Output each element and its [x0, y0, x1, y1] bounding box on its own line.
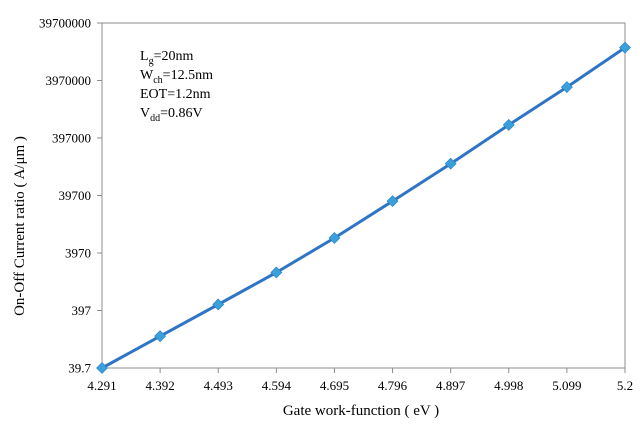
data-point-marker [328, 232, 341, 244]
y-tick-label: 39700000 [39, 16, 91, 31]
data-point-marker [560, 81, 573, 94]
x-tick-label: 4.998 [494, 378, 523, 393]
y-tick-label: 39700 [59, 188, 92, 203]
x-tick-label: 5.2 [617, 378, 633, 393]
data-point-marker [270, 266, 283, 279]
x-tick-label: 4.493 [204, 378, 233, 393]
annotation-line: Wch=12.5nm [140, 68, 213, 86]
x-tick-label: 4.897 [436, 378, 466, 393]
data-point-marker [212, 298, 225, 311]
data-point-marker [619, 41, 631, 54]
y-tick-label: 397000 [52, 131, 91, 146]
y-tick-label: 3970 [65, 246, 91, 261]
annotation-line: Vdd=0.86V [140, 106, 203, 124]
data-point-marker [96, 362, 108, 374]
annotation-line: Lg=20nm [140, 49, 193, 67]
annotation-line: EOT=1.2nm [140, 87, 211, 102]
y-axis-ticks: 39.7 397 3970 39700 397000 3970000 39700000 [39, 16, 102, 376]
x-tick-label: 4.695 [320, 378, 349, 393]
y-tick-label: 397 [72, 303, 92, 318]
y-axis-title: On-Off Current ratio ( A/μm ) [12, 136, 28, 316]
y-tick-label: 3970000 [46, 73, 92, 88]
data-point-marker [386, 195, 399, 208]
x-tick-label: 4.291 [87, 378, 116, 393]
data-point-marker [444, 157, 457, 170]
x-tick-label: 4.796 [378, 378, 408, 393]
series-line [101, 46, 626, 370]
x-tick-label: 4.594 [262, 378, 292, 393]
series-layer [96, 41, 631, 374]
x-tick-label: 5.099 [552, 378, 581, 393]
y-tick-label: 39.7 [68, 361, 91, 376]
x-axis-title: Gate work-function ( eV ) [283, 403, 439, 419]
x-axis-ticks: 4.291 4.392 4.493 4.594 4.695 4.796 4.897 4.998… [87, 368, 633, 393]
data-point-marker [502, 119, 515, 131]
data-point-marker [154, 330, 167, 343]
x-tick-label: 4.392 [145, 378, 174, 393]
